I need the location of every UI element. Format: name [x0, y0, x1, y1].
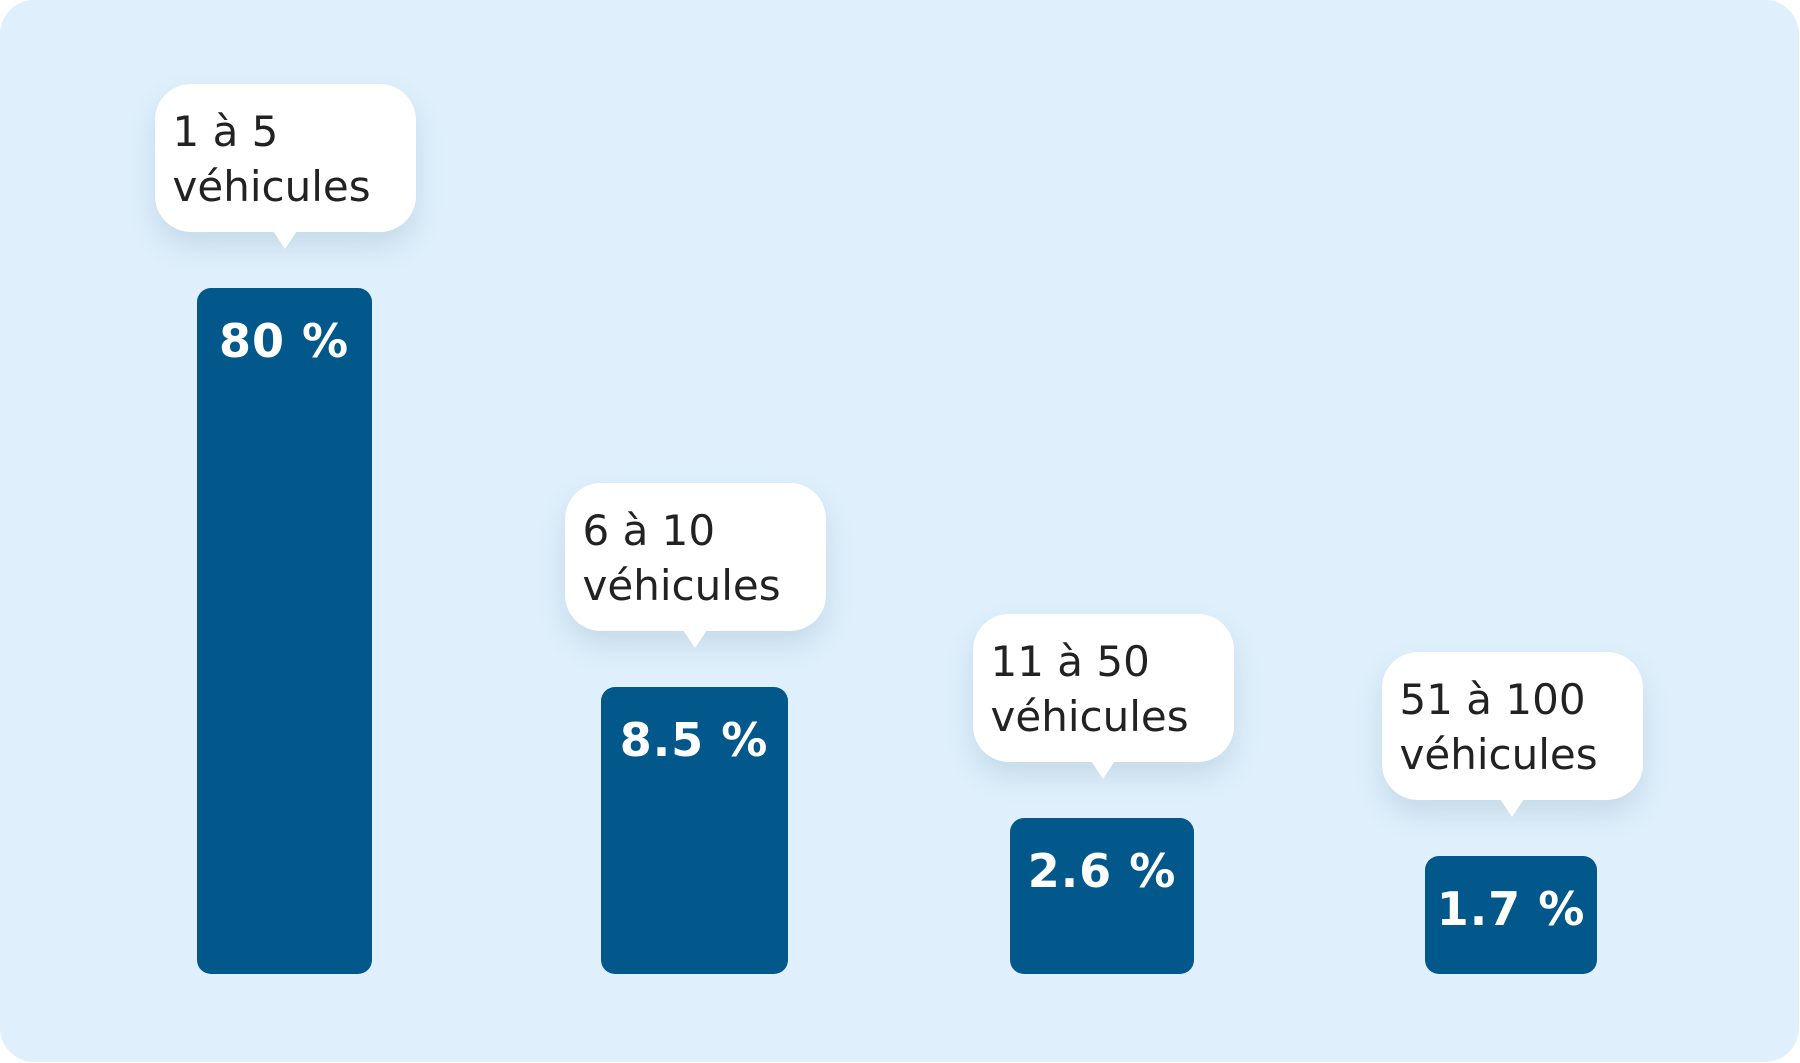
- bar-value-label: 80 %: [218, 314, 350, 368]
- bar-value-label: 1.7 %: [1436, 882, 1586, 936]
- category-range-text: 6 à 10: [582, 506, 716, 555]
- bar-2: 8.5 %: [600, 687, 788, 974]
- category-unit-text: véhicules: [1399, 730, 1598, 779]
- bar-3: 2.6 %: [1010, 818, 1194, 974]
- category-label: 6 à 10 véhicules: [583, 503, 808, 613]
- category-range-text: 51 à 100: [1399, 675, 1586, 724]
- category-label-bubble: 6 à 10 véhicules: [564, 483, 826, 648]
- category-label-bubble: 11 à 50 véhicules: [972, 614, 1234, 779]
- bar-4: 1.7 %: [1425, 856, 1597, 974]
- bar-value-label: 2.6 %: [1027, 844, 1177, 898]
- category-label-bubble: 1 à 5 véhicules: [154, 84, 416, 249]
- bar-1: 80 %: [196, 288, 372, 974]
- bar-value-label: 8.5 %: [619, 713, 769, 767]
- category-label: 11 à 50 véhicules: [991, 634, 1216, 744]
- category-label: 51 à 100 véhicules: [1400, 672, 1625, 782]
- category-label: 1 à 5 véhicules: [173, 104, 398, 214]
- category-unit-text: véhicules: [990, 692, 1189, 741]
- category-unit-text: véhicules: [172, 162, 371, 211]
- category-unit-text: véhicules: [582, 561, 781, 610]
- category-range-text: 1 à 5: [172, 107, 279, 156]
- category-range-text: 11 à 50: [990, 637, 1150, 686]
- category-label-bubble: 51 à 100 véhicules: [1381, 652, 1643, 817]
